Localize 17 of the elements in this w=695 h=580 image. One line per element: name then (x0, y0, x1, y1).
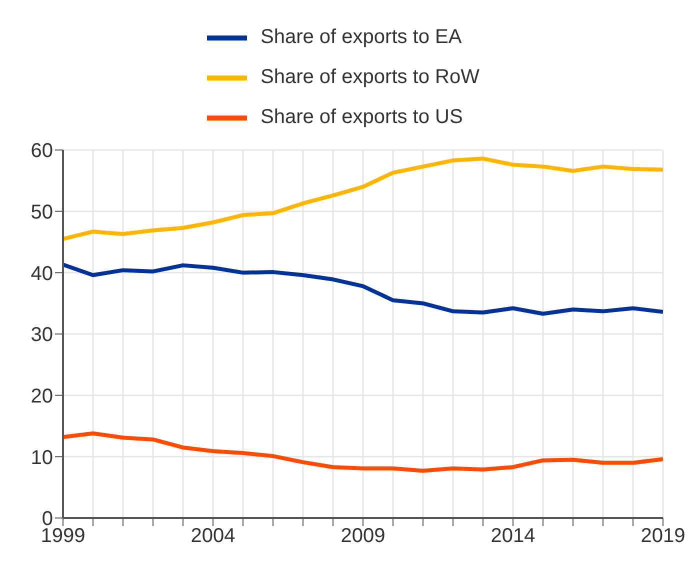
y-tick-label: 40 (30, 262, 53, 285)
y-tick-label: 60 (30, 140, 53, 162)
x-tick-label: 2009 (340, 525, 386, 548)
legend-label: Share of exports to EA (260, 26, 462, 48)
x-tick-label: 1999 (40, 525, 86, 548)
x-tick-label: 2014 (490, 525, 536, 548)
y-tick-label: 10 (30, 446, 53, 469)
x-tick-label: 2004 (190, 525, 236, 548)
line-series (63, 431, 663, 473)
y-tick-label: 20 (30, 385, 53, 408)
line-series (63, 262, 663, 316)
y-tick-label: 50 (30, 201, 53, 224)
y-tick-label: 30 (30, 324, 53, 346)
legend-label: Share of exports to US (260, 106, 463, 128)
x-tick-label: 2019 (640, 525, 686, 548)
line-series (63, 156, 663, 241)
legend-label: Share of exports to RoW (260, 66, 480, 88)
